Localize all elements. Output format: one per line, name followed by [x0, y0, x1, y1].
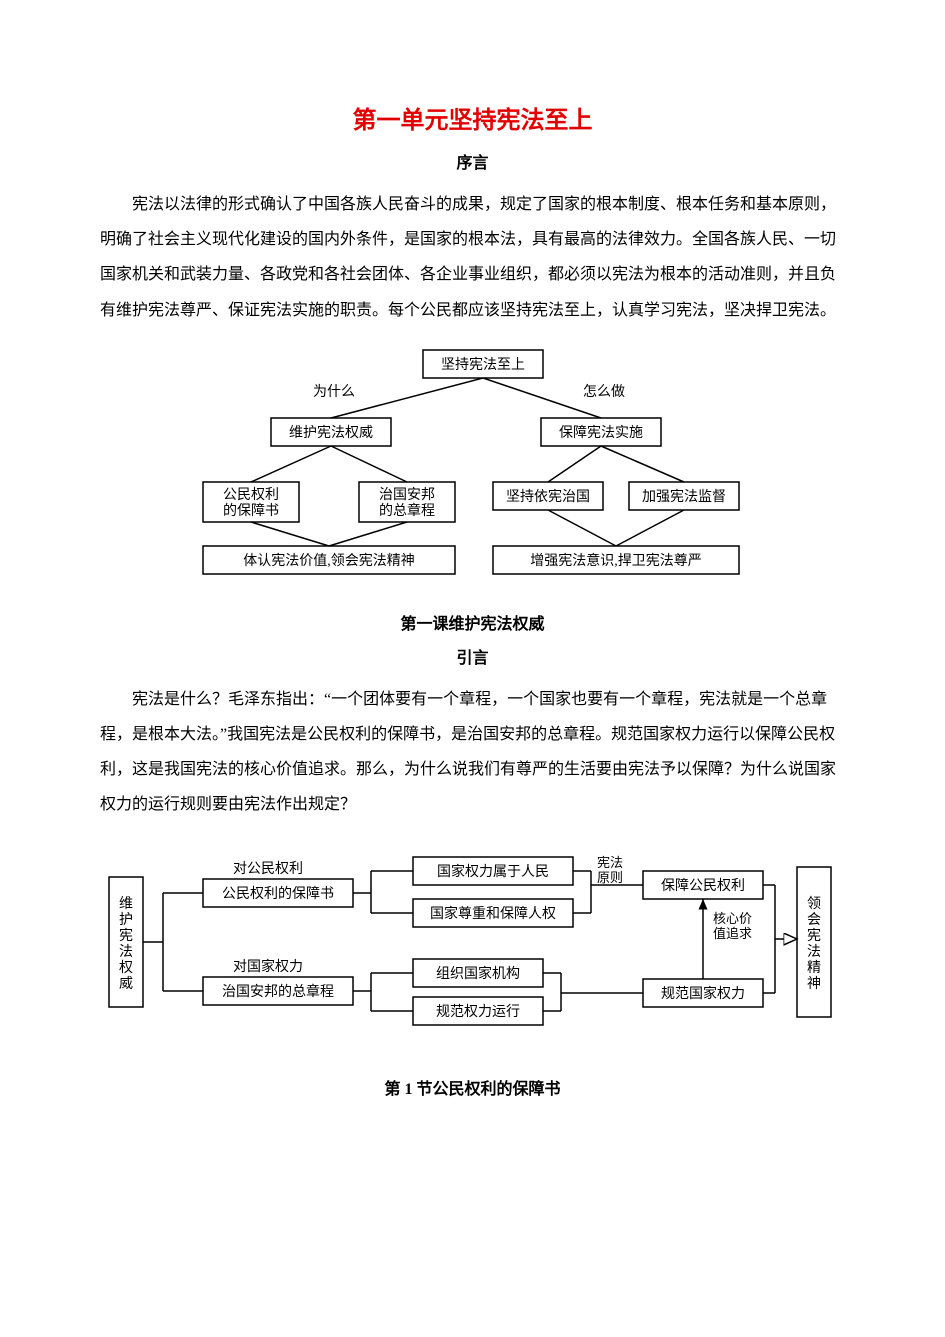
svg-text:原则: 原则 [597, 870, 623, 885]
svg-text:领: 领 [807, 896, 821, 912]
svg-text:宪: 宪 [807, 927, 821, 944]
svg-text:宪法: 宪法 [597, 855, 623, 870]
svg-text:值追求: 值追求 [713, 926, 752, 941]
svg-text:体认宪法价值,领会宪法精神: 体认宪法价值,领会宪法精神 [243, 552, 415, 569]
svg-text:的保障书: 的保障书 [223, 503, 279, 519]
svg-text:护: 护 [119, 912, 133, 928]
svg-text:精: 精 [807, 960, 821, 976]
intro-label: 引言 [100, 644, 845, 668]
page-title: 第一单元坚持宪法至上 [100, 100, 845, 135]
preface-paragraph: 宪法以法律的形式确认了中国各族人民奋斗的成果，规定了国家的根本制度、根本任务和基… [100, 187, 845, 328]
svg-text:神: 神 [807, 976, 821, 992]
svg-text:组织国家机构: 组织国家机构 [436, 965, 520, 982]
svg-text:公民权利: 公民权利 [223, 487, 279, 503]
svg-text:维护宪法权威: 维护宪法权威 [289, 424, 373, 441]
svg-text:威: 威 [119, 976, 133, 992]
svg-text:规范权力运行: 规范权力运行 [436, 1003, 520, 1020]
svg-text:对国家权力: 对国家权力 [233, 958, 303, 975]
diagram-1-wrap: 坚持宪法至上为什么 怎么做维护宪法权威 保障宪法实施公民权利的保障书 治国安邦的总章程… [100, 342, 845, 582]
svg-text:宪: 宪 [119, 927, 133, 944]
svg-text:会: 会 [807, 912, 821, 928]
svg-text:增强宪法意识,捍卫宪法尊严: 增强宪法意识,捍卫宪法尊严 [530, 552, 702, 569]
diagram-1: 坚持宪法至上为什么 怎么做维护宪法权威 保障宪法实施公民权利的保障书 治国安邦的总章程… [163, 342, 783, 582]
svg-text:治国安邦的总章程: 治国安邦的总章程 [222, 983, 334, 1000]
svg-text:国家尊重和保障人权: 国家尊重和保障人权 [430, 905, 556, 922]
svg-text:法: 法 [807, 944, 821, 960]
preface-label: 序言 [100, 149, 845, 173]
svg-text:法: 法 [119, 944, 133, 960]
svg-text:对公民权利: 对公民权利 [233, 861, 303, 877]
svg-text:为什么: 为什么 [313, 384, 355, 400]
diagram-2-wrap: 维护宪法权威公民权利的保障书治国安邦的总章程国家权力属于人民国家尊重和保障人权组… [100, 837, 845, 1047]
svg-text:维: 维 [119, 896, 133, 912]
svg-text:坚持依宪治国: 坚持依宪治国 [506, 488, 590, 505]
section-1-title: 第 1 节公民权利的保障书 [100, 1075, 845, 1099]
svg-text:保障宪法实施: 保障宪法实施 [559, 424, 643, 441]
svg-text:规范国家权力: 规范国家权力 [661, 985, 745, 1002]
svg-text:加强宪法监督: 加强宪法监督 [642, 488, 726, 505]
svg-text:坚持宪法至上: 坚持宪法至上 [441, 356, 525, 373]
intro-paragraph: 宪法是什么？毛泽东指出：“一个团体要有一个章程，一个国家也要有一个章程，宪法就是… [100, 682, 845, 823]
svg-text:保障公民权利: 保障公民权利 [661, 878, 745, 894]
svg-text:核心价: 核心价 [713, 911, 752, 926]
svg-text:公民权利的保障书: 公民权利的保障书 [222, 886, 334, 902]
svg-text:治国安邦: 治国安邦 [379, 487, 435, 503]
svg-text:权: 权 [119, 960, 133, 976]
lesson-1-title: 第一课维护宪法权威 [100, 610, 845, 634]
svg-text:国家权力属于人民: 国家权力属于人民 [437, 863, 549, 880]
svg-text:的总章程: 的总章程 [379, 502, 435, 519]
diagram-2: 维护宪法权威公民权利的保障书治国安邦的总章程国家权力属于人民国家尊重和保障人权组… [103, 837, 843, 1047]
svg-text:怎么做: 怎么做 [583, 384, 625, 400]
